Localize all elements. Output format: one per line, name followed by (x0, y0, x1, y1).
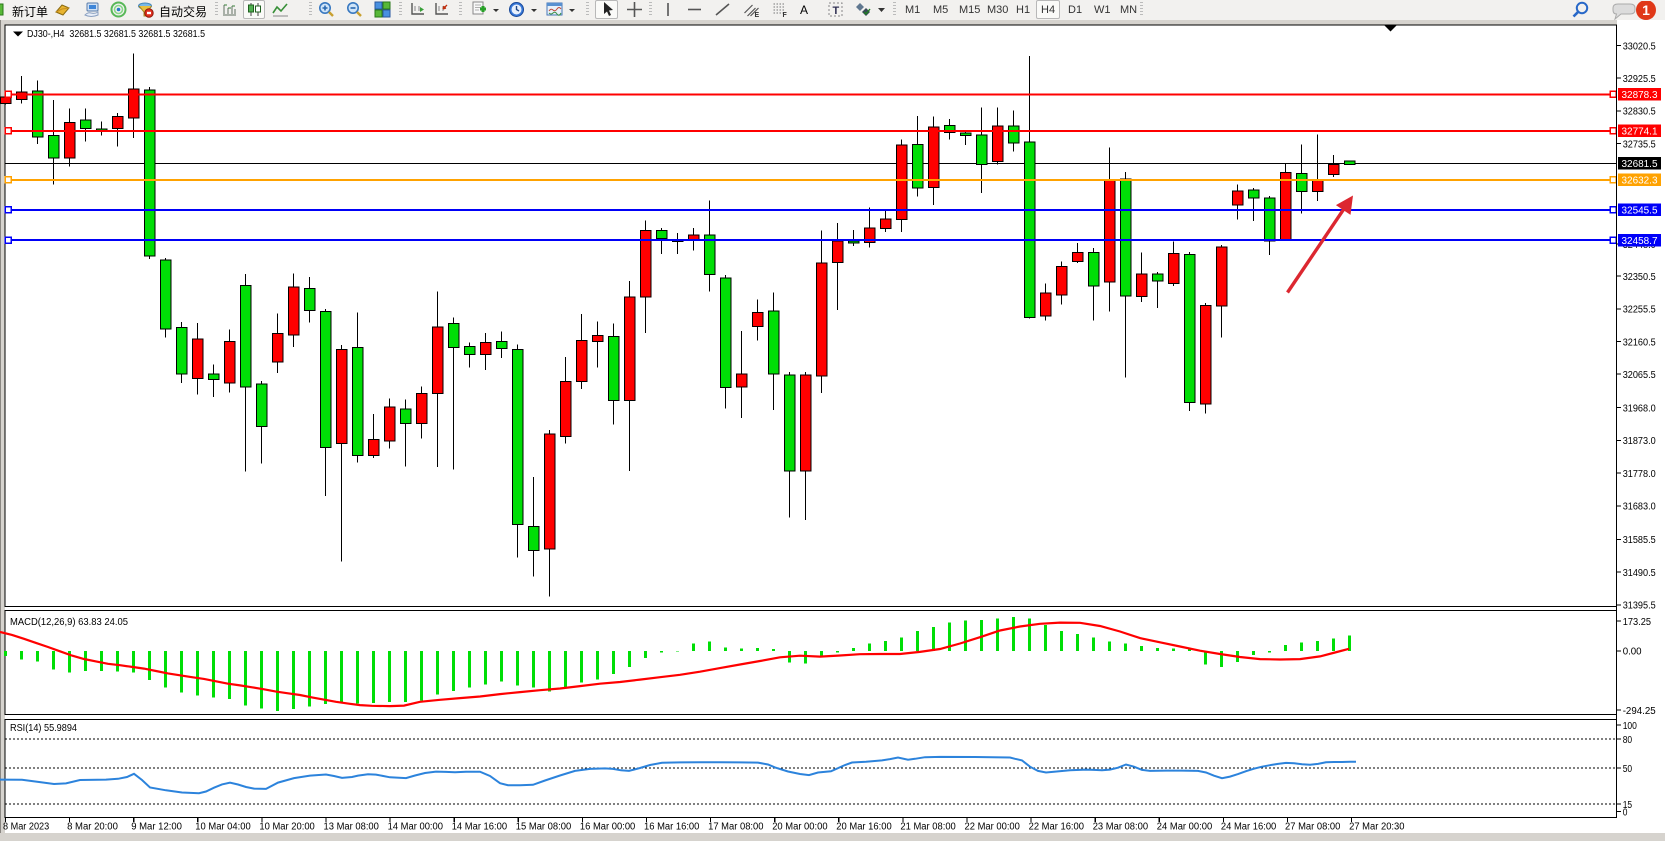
svg-text:8 Mar 2023: 8 Mar 2023 (3, 822, 50, 833)
svg-text:17 Mar 08:00: 17 Mar 08:00 (708, 822, 764, 833)
svg-text:24 Mar 16:00: 24 Mar 16:00 (1221, 822, 1277, 833)
svg-text:20 Mar 00:00: 20 Mar 00:00 (772, 822, 828, 833)
svg-text:50: 50 (1623, 764, 1633, 775)
svg-text:16 Mar 16:00: 16 Mar 16:00 (644, 822, 700, 833)
svg-text:16 Mar 00:00: 16 Mar 00:00 (580, 822, 636, 833)
svg-text:31873.0: 31873.0 (1623, 436, 1656, 447)
svg-text:DJ30-,H4 32681.5 32681.5 3268: DJ30-,H4 32681.5 32681.5 32681.5 32681.5 (27, 29, 205, 40)
svg-text:15 Mar 08:00: 15 Mar 08:00 (516, 822, 572, 833)
svg-text:21 Mar 08:00: 21 Mar 08:00 (900, 822, 956, 833)
svg-text:27 Mar 20:30: 27 Mar 20:30 (1349, 822, 1405, 833)
svg-text:MACD(12,26,9) 63.83 24.05: MACD(12,26,9) 63.83 24.05 (10, 617, 128, 628)
svg-text:31395.5: 31395.5 (1623, 601, 1656, 612)
svg-text:32160.5: 32160.5 (1623, 337, 1656, 348)
svg-text:32925.5: 32925.5 (1623, 74, 1656, 85)
svg-text:8 Mar 20:00: 8 Mar 20:00 (67, 822, 118, 833)
svg-text:32255.5: 32255.5 (1623, 305, 1656, 316)
svg-text:32545.5: 32545.5 (1622, 206, 1658, 217)
svg-text:14 Mar 00:00: 14 Mar 00:00 (388, 822, 444, 833)
svg-text:22 Mar 00:00: 22 Mar 00:00 (965, 822, 1021, 833)
svg-text:32830.5: 32830.5 (1623, 107, 1656, 118)
svg-text:14 Mar 16:00: 14 Mar 16:00 (452, 822, 508, 833)
svg-text:0: 0 (1623, 807, 1628, 818)
svg-text:32774.1: 32774.1 (1622, 127, 1658, 138)
svg-text:31490.5: 31490.5 (1623, 568, 1656, 579)
svg-text:E: E (755, 12, 760, 18)
svg-text:31968.0: 31968.0 (1623, 404, 1656, 415)
svg-text:22 Mar 16:00: 22 Mar 16:00 (1029, 822, 1085, 833)
svg-text:9 Mar 12:00: 9 Mar 12:00 (131, 822, 182, 833)
svg-text:100: 100 (1623, 721, 1638, 732)
svg-text:27 Mar 08:00: 27 Mar 08:00 (1285, 822, 1341, 833)
svg-text:24 Mar 00:00: 24 Mar 00:00 (1157, 822, 1213, 833)
svg-text:0.00: 0.00 (1623, 647, 1642, 658)
svg-text:32878.3: 32878.3 (1622, 90, 1658, 101)
svg-text:31778.0: 31778.0 (1623, 469, 1656, 480)
svg-text:15: 15 (1623, 800, 1633, 811)
svg-text:32735.5: 32735.5 (1623, 139, 1656, 150)
svg-text:1: 1 (1642, 2, 1650, 18)
svg-text:32632.3: 32632.3 (1622, 176, 1658, 187)
svg-text:173.25: 173.25 (1623, 617, 1652, 628)
svg-text:32681.5: 32681.5 (1622, 159, 1658, 170)
svg-text:10 Mar 20:00: 10 Mar 20:00 (259, 822, 315, 833)
svg-text:33020.5: 33020.5 (1623, 41, 1656, 52)
svg-text:23 Mar 08:00: 23 Mar 08:00 (1093, 822, 1149, 833)
svg-text:T: T (833, 5, 840, 17)
svg-text:RSI(14) 55.9894: RSI(14) 55.9894 (10, 723, 77, 734)
svg-text:-294.25: -294.25 (1623, 706, 1656, 717)
svg-text:10 Mar 04:00: 10 Mar 04:00 (195, 822, 251, 833)
svg-text:31585.5: 31585.5 (1623, 535, 1656, 546)
svg-text:13 Mar 08:00: 13 Mar 08:00 (324, 822, 380, 833)
svg-text:31683.0: 31683.0 (1623, 502, 1656, 513)
svg-text:32458.7: 32458.7 (1622, 236, 1658, 247)
svg-text:F: F (783, 12, 788, 18)
svg-text:32350.5: 32350.5 (1623, 272, 1656, 283)
svg-text:80: 80 (1623, 735, 1633, 746)
svg-text:32065.5: 32065.5 (1623, 370, 1656, 381)
svg-text:20 Mar 16:00: 20 Mar 16:00 (836, 822, 892, 833)
